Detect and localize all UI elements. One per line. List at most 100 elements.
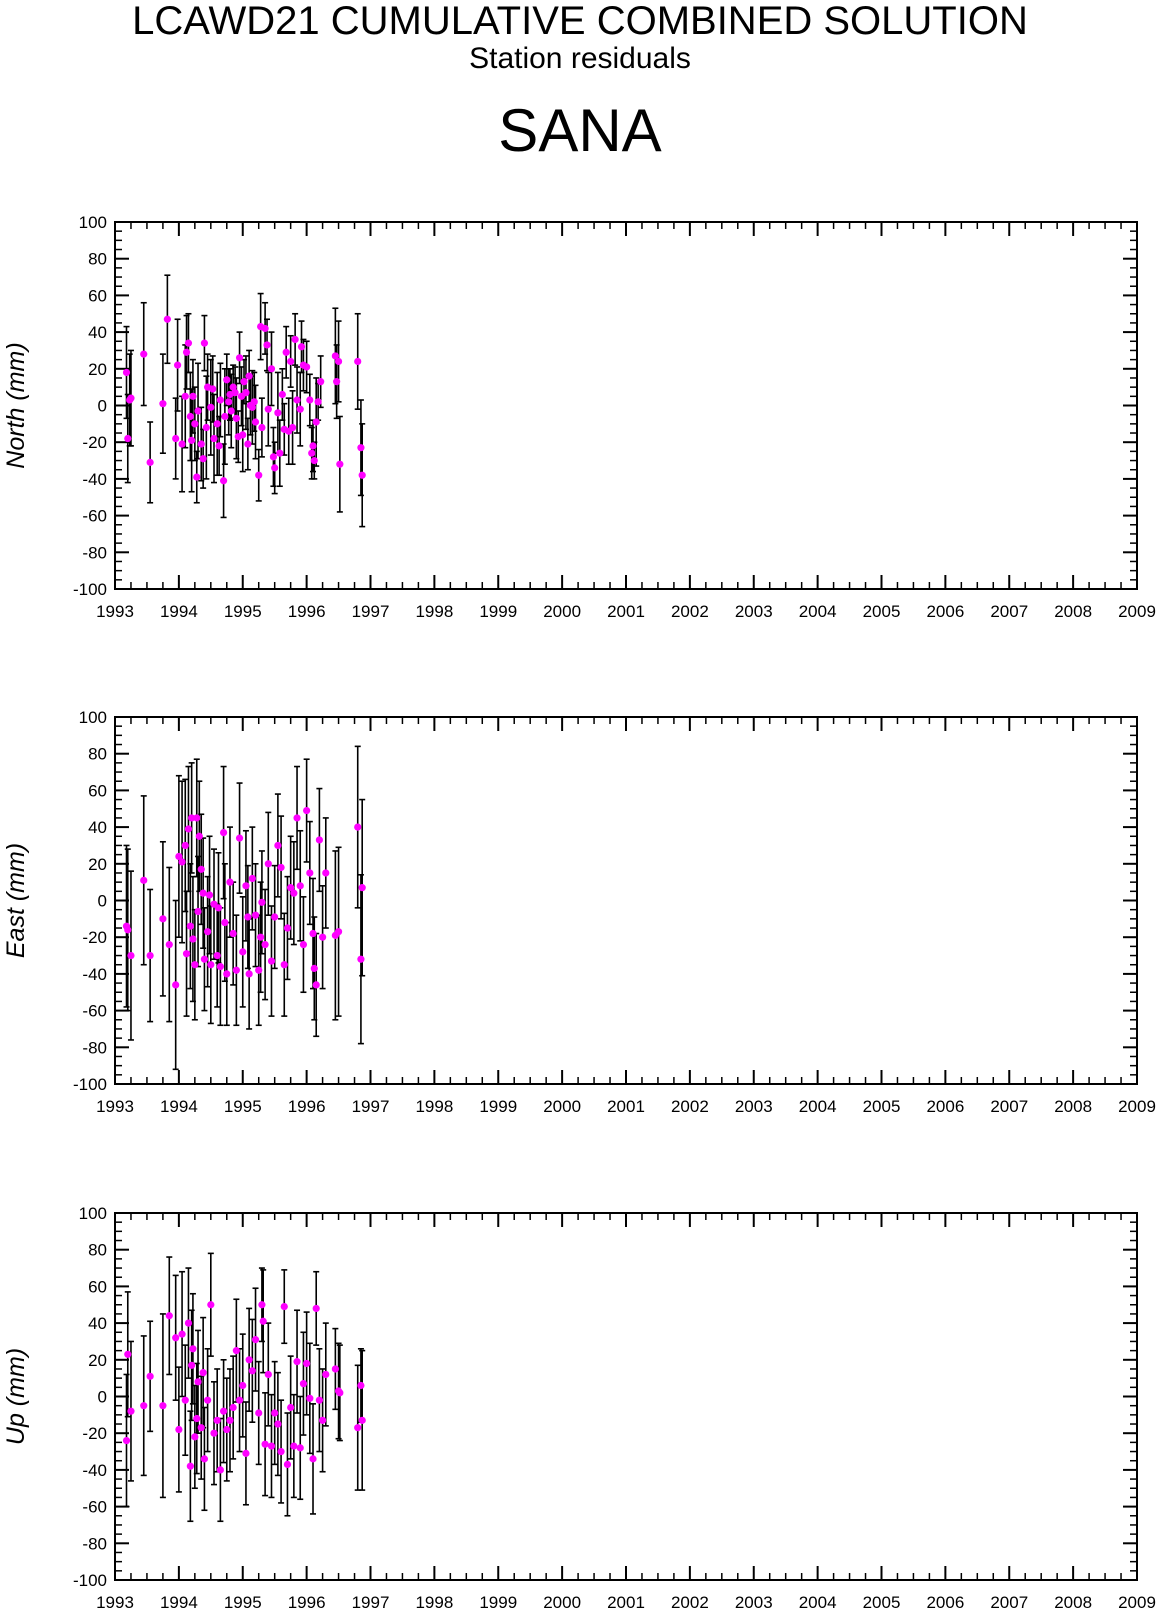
data-point [122,368,131,377]
data-point [197,865,205,873]
y-tick-label: 40 [88,323,107,342]
x-tick-label: 2005 [863,602,901,621]
data-point [189,1345,197,1353]
data-point [310,456,318,465]
y-tick-label: -60 [82,1498,107,1517]
data-point [240,378,248,386]
data-point [172,981,180,989]
data-point [214,904,223,912]
data-point [318,933,327,941]
chart-title: LCAWD21 CUMULATIVE COMBINED SOLUTION [132,0,1028,43]
data-point [239,431,247,439]
x-tick-label: 2006 [926,1097,964,1116]
y-tick-label: -60 [82,1002,107,1021]
data-point [215,442,223,450]
data-point [178,1330,186,1338]
y-tick-label: 80 [88,250,107,269]
data-point [271,913,279,921]
data-point [312,1304,320,1313]
data-point [194,407,202,415]
x-tick-label: 2009 [1118,1097,1156,1116]
x-tick-label: 1998 [415,1593,453,1612]
data-point [354,823,362,831]
data-point [226,878,234,886]
data-point [251,418,260,426]
data-point [181,841,189,850]
data-point [278,390,286,399]
data-point [239,1381,247,1390]
data-point [229,929,237,938]
data-point [197,1424,205,1432]
x-tick-label: 1996 [288,1097,326,1116]
x-tick-label: 1995 [224,602,262,621]
x-tick-label: 2007 [990,1097,1028,1116]
data-point [182,348,191,356]
data-point [213,951,221,960]
y-tick-label: 20 [88,855,107,874]
data-point [258,423,266,432]
x-tick-label: 1999 [479,1097,517,1116]
x-tick-label: 2001 [607,1593,645,1612]
data-point [315,836,323,844]
data-point [283,924,292,932]
x-tick-label: 2002 [671,1097,709,1116]
data-point [202,423,210,432]
data-point [226,1416,234,1424]
x-tick-label: 1994 [160,1097,198,1116]
y-tick-label: -80 [82,1534,107,1553]
data-point [159,1402,167,1410]
x-tick-label: 2000 [543,602,581,621]
data-point [255,471,263,479]
data-point [251,1336,260,1344]
data-point [235,834,244,842]
data-point [173,361,182,369]
x-tick-label: 1995 [224,1097,262,1116]
x-tick-label: 1999 [479,1593,517,1612]
data-point [309,442,317,450]
data-point [259,1317,267,1325]
data-point [291,335,299,344]
data-point [193,1414,201,1423]
x-tick-label: 1993 [96,1593,134,1612]
data-point [312,981,320,989]
data-point [231,389,239,397]
x-tick-label: 1997 [352,602,390,621]
data-point [244,913,252,921]
y-tick-label: 100 [79,1204,107,1223]
x-tick-label: 2001 [607,602,645,621]
y-tick-label: 40 [88,1314,107,1333]
data-point [334,928,343,936]
x-tick-label: 1998 [415,602,453,621]
x-tick-label: 1993 [96,1097,134,1116]
data-point [257,933,265,941]
x-tick-label: 2001 [607,1097,645,1116]
data-point [261,940,269,949]
y-axis-label: North (mm) [2,342,30,468]
data-point [309,1455,317,1463]
y-tick-label: 20 [88,1351,107,1370]
data-point [334,357,343,366]
data-point [140,350,148,358]
data-point [204,928,212,936]
data-point [124,1350,132,1358]
y-tick-label: -20 [82,928,107,947]
data-point [354,1424,362,1432]
data-point [127,394,135,402]
data-point [146,951,154,960]
data-point [193,814,201,822]
data-point [197,440,205,448]
data-point [248,1367,256,1375]
data-point [194,1378,202,1386]
data-point [336,1389,344,1397]
data-point [293,1358,301,1366]
data-point [191,1433,199,1441]
x-tick-label: 2006 [926,602,964,621]
data-point [188,1361,196,1369]
data-point [357,955,365,963]
data-point [172,1334,180,1342]
data-point [277,1447,285,1456]
data-point [358,884,366,892]
plot-panel: 100 80 60 40 20 0 -20 -40 -60 -80 -100 1993 1994 1995… [2,213,1156,621]
station-name: SANA [498,97,662,164]
